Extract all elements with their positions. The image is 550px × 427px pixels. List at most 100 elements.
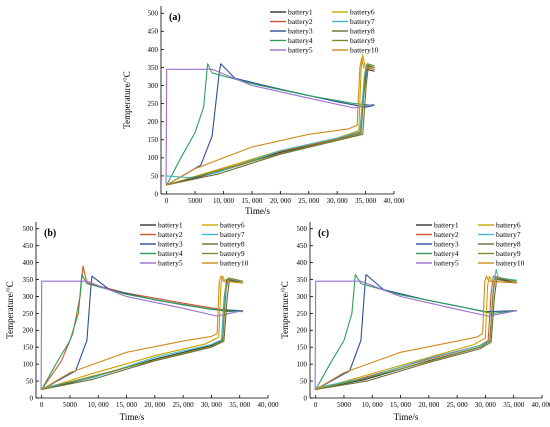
y-tick-label: 250 — [297, 310, 308, 318]
panel-label: (a) — [169, 12, 181, 23]
y-tick-label: 350 — [297, 276, 308, 284]
x-tick-label: 25, 000 — [298, 197, 320, 205]
legend-label-battery2: battery2 — [434, 230, 459, 239]
x-axis-title: Time/s — [245, 206, 270, 216]
series-line-battery5 — [40, 280, 244, 391]
legend-label-battery7: battery7 — [350, 17, 375, 26]
x-axis-title: Time/s — [120, 412, 145, 422]
y-tick-label: 300 — [297, 293, 308, 301]
legend-label-battery4: battery4 — [158, 249, 183, 258]
legend-label-battery1: battery1 — [288, 8, 313, 17]
y-tick-label: 400 — [23, 259, 34, 267]
y-tick-label: 0 — [155, 190, 159, 198]
series-line-battery4 — [41, 273, 244, 391]
y-tick-label: 150 — [297, 344, 308, 352]
legend-label-battery9: battery9 — [350, 36, 375, 45]
y-tick-label: 500 — [23, 225, 34, 233]
y-tick-label: 150 — [148, 136, 159, 144]
x-tick-label: 30, 000 — [201, 401, 223, 409]
legend-label-battery10: battery10 — [350, 46, 379, 55]
legend-label-battery2: battery2 — [158, 230, 183, 239]
y-axis-title: Temperature/°C — [122, 71, 132, 128]
legend-label-battery6: battery6 — [220, 221, 245, 230]
legend-label-battery1: battery1 — [434, 221, 459, 230]
x-tick-label: 40, 000 — [384, 197, 406, 205]
legend-label-battery2: battery2 — [288, 17, 313, 26]
series-line-battery2 — [41, 265, 244, 391]
series-line-battery10 — [315, 275, 518, 391]
x-tick-label: 15, 000 — [241, 197, 263, 205]
x-tick-label: 0 — [165, 197, 169, 205]
y-tick-label: 250 — [148, 100, 159, 108]
legend-label-battery9: battery9 — [496, 249, 521, 258]
series-line-battery4 — [166, 63, 375, 186]
x-tick-label: 25, 000 — [447, 401, 469, 409]
x-tick-label: 40, 000 — [532, 401, 550, 409]
x-tick-label: 10, 000 — [88, 401, 110, 409]
legend-label-battery3: battery3 — [288, 27, 313, 36]
y-tick-label: 50 — [151, 172, 159, 180]
y-tick-label: 150 — [23, 344, 34, 352]
legend: battery1battery2battery3battery4battery5… — [270, 8, 379, 55]
x-tick-label: 30, 000 — [327, 197, 349, 205]
legend-label-battery7: battery7 — [496, 230, 521, 239]
x-tick-label: 25, 000 — [173, 401, 195, 409]
y-tick-label: 200 — [148, 118, 159, 126]
x-tick-label: 15, 000 — [116, 401, 138, 409]
series-line-battery8 — [166, 65, 375, 186]
legend-label-battery1: battery1 — [158, 221, 183, 230]
series-line-battery10 — [41, 275, 244, 391]
series-line-battery8 — [41, 278, 244, 391]
legend: battery1battery2battery3battery4battery5… — [416, 221, 525, 268]
series-group — [165, 54, 375, 186]
y-tick-label: 400 — [148, 46, 159, 54]
series-line-battery9 — [166, 63, 375, 186]
x-tick-label: 35, 000 — [503, 401, 525, 409]
y-tick-label: 500 — [148, 10, 159, 18]
x-tick-label: 10, 000 — [362, 401, 384, 409]
legend-label-battery4: battery4 — [434, 249, 459, 258]
series-line-battery9 — [41, 277, 244, 391]
series-line-battery3 — [166, 63, 375, 186]
legend-label-battery9: battery9 — [220, 249, 245, 258]
y-tick-label: 200 — [23, 327, 34, 335]
panel-label: (b) — [44, 228, 56, 239]
y-tick-label: 200 — [297, 327, 308, 335]
x-tick-label: 15, 000 — [390, 401, 412, 409]
x-tick-label: 20, 000 — [418, 401, 440, 409]
x-tick-label: 5000 — [337, 401, 352, 409]
y-tick-label: 50 — [26, 377, 34, 385]
legend: battery1battery2battery3battery4battery5… — [140, 221, 249, 268]
x-tick-label: 5000 — [63, 401, 78, 409]
legend-label-battery5: battery5 — [434, 259, 459, 268]
series-line-battery7 — [315, 268, 518, 389]
legend-label-battery5: battery5 — [288, 46, 313, 55]
y-tick-label: 300 — [23, 293, 34, 301]
y-tick-label: 250 — [23, 310, 34, 318]
series-line-battery8 — [315, 278, 518, 391]
y-tick-label: 0 — [304, 394, 308, 402]
x-tick-label: 40, 000 — [258, 401, 280, 409]
y-tick-label: 50 — [300, 377, 308, 385]
y-tick-label: 350 — [148, 64, 159, 72]
series-line-battery6 — [166, 54, 375, 186]
legend-label-battery3: battery3 — [434, 240, 459, 249]
x-tick-label: 0 — [314, 401, 318, 409]
x-tick-label: 0 — [40, 401, 44, 409]
legend-label-battery3: battery3 — [158, 240, 183, 249]
legend-label-battery10: battery10 — [496, 259, 525, 268]
y-tick-label: 100 — [148, 154, 159, 162]
legend-label-battery8: battery8 — [220, 240, 245, 249]
y-tick-label: 100 — [23, 361, 34, 369]
y-axis-title: Temperature/°C — [280, 281, 290, 338]
series-line-battery6 — [315, 275, 518, 391]
legend-label-battery6: battery6 — [496, 221, 521, 230]
y-tick-label: 450 — [297, 242, 308, 250]
y-tick-label: 500 — [297, 225, 308, 233]
series-line-battery6 — [41, 275, 244, 391]
series-line-battery5 — [165, 68, 375, 186]
series-line-battery9 — [315, 277, 518, 391]
